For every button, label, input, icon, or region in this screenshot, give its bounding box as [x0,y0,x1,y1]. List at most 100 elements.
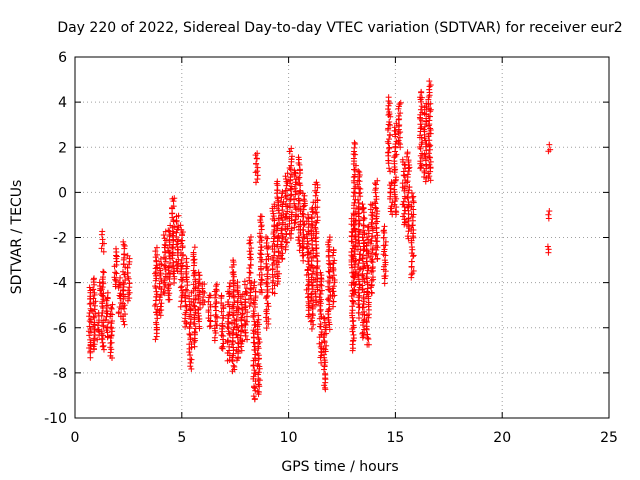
data-point [399,156,406,163]
data-point [257,213,264,220]
data-point [104,302,111,309]
data-point [255,336,262,343]
data-point [174,268,181,275]
data-point [410,267,417,274]
data-point [326,287,333,294]
data-point [116,282,123,289]
data-point [349,297,356,304]
data-point [385,94,392,101]
data-point [109,311,116,318]
data-point [308,214,315,221]
data-point [391,186,398,193]
data-point [107,340,114,347]
data-point [385,112,392,119]
data-point [330,247,337,254]
data-point [226,309,233,316]
data-point [196,323,203,330]
data-point [246,265,253,272]
data-point [397,99,404,106]
data-point [94,336,101,343]
data-point [350,253,357,260]
data-point [427,125,434,132]
data-point [359,329,366,336]
data-point [167,281,174,288]
data-point [363,234,370,241]
data-point [417,158,424,165]
data-point [321,366,328,373]
data-point [254,168,261,175]
data-point [225,291,232,298]
data-point [255,381,262,388]
data-point [91,341,98,348]
data-point [356,281,363,288]
data-point [373,205,380,212]
data-point [365,336,372,343]
data-point [350,221,357,228]
data-point [177,222,184,229]
data-point [224,318,231,325]
data-point [325,268,332,275]
data-point [372,181,379,188]
x-tick-label: 10 [280,430,298,446]
data-point [113,277,120,284]
grid-lines [75,57,609,418]
data-point [174,223,181,230]
data-point [426,78,433,85]
data-point [251,318,258,325]
data-point [238,328,245,335]
data-point [254,350,261,357]
data-point [360,294,367,301]
data-point [264,263,271,270]
data-point [282,193,289,200]
data-point [269,215,276,222]
data-point [161,262,168,269]
data-point [109,301,116,308]
data-point [253,161,260,168]
data-point [120,268,127,275]
data-point [152,283,159,290]
data-point [352,151,359,158]
data-point [179,277,186,284]
data-point [279,250,286,257]
data-point [230,292,237,299]
data-point [397,110,404,117]
data-point [278,238,285,245]
data-point [225,315,232,322]
data-point [300,203,307,210]
data-point [152,336,159,343]
data-point [385,149,392,156]
data-point [282,221,289,228]
data-point [265,303,272,310]
data-point [115,309,122,316]
data-point [224,350,231,357]
data-point [287,192,294,199]
data-point [317,321,324,328]
data-point [318,359,325,366]
data-point [183,255,190,262]
data-point [191,285,198,292]
data-point [381,223,388,230]
data-point [115,284,122,291]
data-point [418,88,425,95]
data-point [400,168,407,175]
data-point [229,269,236,276]
data-point [308,325,315,332]
data-point [317,306,324,313]
data-point [291,185,298,192]
data-point [369,209,376,216]
data-point [426,130,433,137]
data-point [354,243,361,250]
data-point [173,265,180,272]
data-point [241,317,248,324]
data-point [356,315,363,322]
data-point [258,222,265,229]
data-point [324,296,331,303]
data-point [124,297,131,304]
data-point [399,201,406,208]
data-point [124,252,131,259]
data-point [263,314,270,321]
data-point [109,318,116,325]
data-point [99,274,106,281]
data-point [350,317,357,324]
data-point [99,298,106,305]
